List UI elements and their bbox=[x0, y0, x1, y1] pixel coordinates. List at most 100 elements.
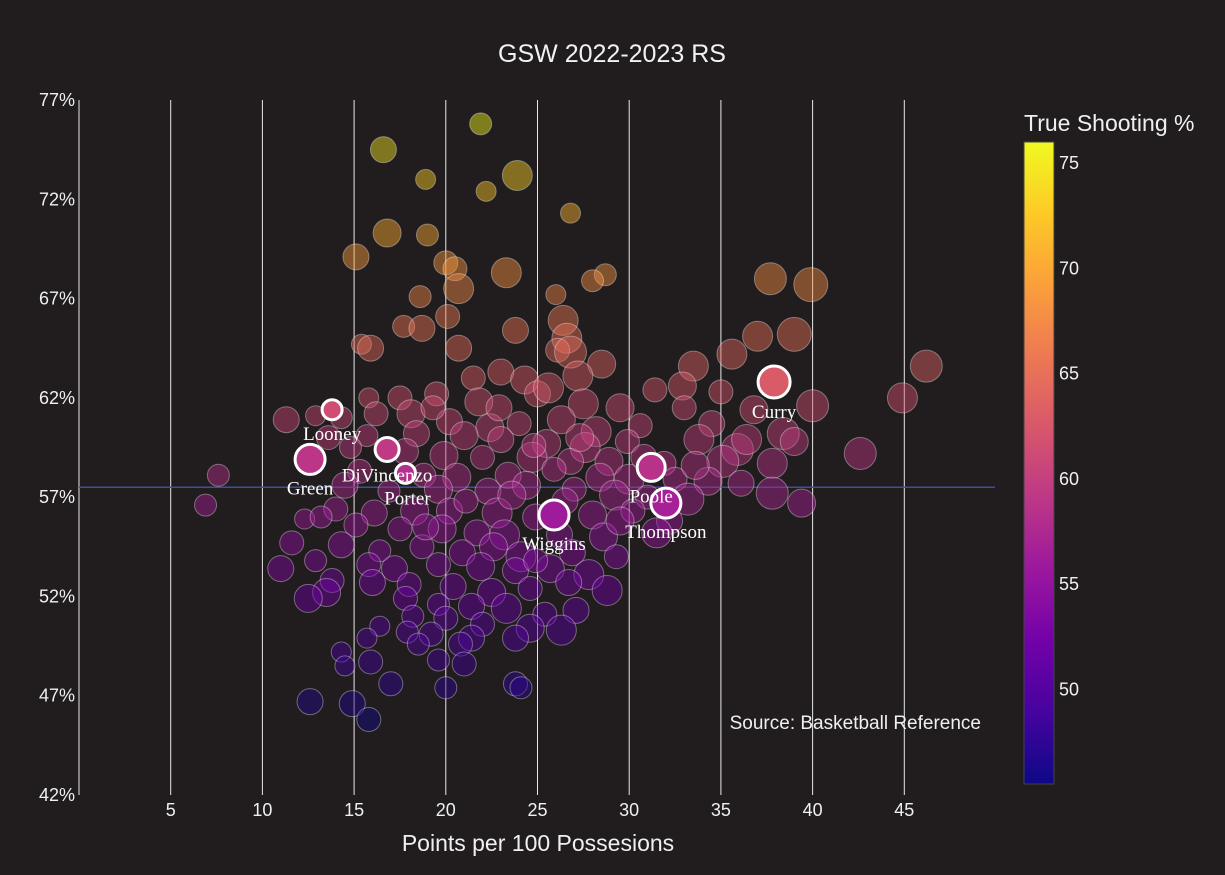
data-point bbox=[565, 423, 595, 453]
player-point bbox=[635, 451, 667, 483]
data-point bbox=[434, 676, 458, 700]
data-point bbox=[605, 393, 635, 423]
data-point bbox=[412, 513, 440, 541]
data-point bbox=[358, 569, 386, 597]
player-label: Green bbox=[287, 478, 334, 499]
data-point bbox=[331, 471, 359, 499]
data-point bbox=[312, 577, 342, 607]
data-point bbox=[591, 574, 623, 606]
data-point bbox=[501, 624, 529, 652]
data-point bbox=[435, 303, 461, 329]
player-label: Wiggins bbox=[522, 534, 586, 555]
player-label: DiVincenzo bbox=[342, 465, 433, 486]
data-point bbox=[677, 350, 709, 382]
data-point bbox=[581, 269, 605, 293]
data-point bbox=[360, 499, 388, 527]
data-point bbox=[487, 426, 515, 454]
data-point bbox=[535, 554, 565, 584]
y-tick-labels: 42% 47% 52% 57% 62% 67% 72% 77% bbox=[39, 90, 75, 805]
data-point bbox=[423, 474, 453, 504]
data-point bbox=[481, 497, 513, 529]
data-point bbox=[620, 498, 646, 524]
data-point bbox=[356, 627, 378, 649]
y-tick-label: 77% bbox=[39, 90, 75, 110]
data-point bbox=[368, 539, 392, 563]
data-point bbox=[445, 334, 473, 362]
data-point bbox=[358, 387, 380, 409]
data-point bbox=[693, 466, 723, 496]
data-point bbox=[372, 218, 402, 248]
data-point bbox=[594, 446, 624, 476]
data-point bbox=[605, 506, 635, 536]
data-point bbox=[706, 444, 740, 478]
data-point bbox=[488, 519, 520, 551]
chart-title: GSW 2022-2023 RS bbox=[498, 40, 726, 68]
data-point bbox=[545, 284, 567, 306]
data-point bbox=[392, 585, 418, 611]
gsw-player-points: Curry Looney DiVincenzo Green Porter Poole Tho… bbox=[287, 364, 797, 555]
data-point bbox=[466, 552, 496, 582]
x-tick-label: 35 bbox=[711, 800, 731, 820]
data-point bbox=[433, 250, 459, 276]
player-point bbox=[756, 364, 792, 400]
data-point bbox=[396, 572, 422, 598]
data-point bbox=[516, 441, 548, 473]
data-point bbox=[698, 410, 726, 438]
data-point bbox=[343, 512, 369, 538]
data-point bbox=[463, 519, 491, 547]
data-point bbox=[593, 263, 617, 287]
data-point bbox=[599, 479, 631, 511]
data-point bbox=[779, 427, 809, 457]
data-point bbox=[603, 544, 629, 570]
data-point bbox=[641, 517, 673, 549]
data-point bbox=[369, 615, 391, 637]
data-point bbox=[569, 432, 601, 463]
y-tick-label: 62% bbox=[39, 388, 75, 408]
data-point bbox=[330, 641, 352, 663]
data-point bbox=[501, 159, 533, 191]
data-point bbox=[464, 387, 494, 417]
x-tick-label: 40 bbox=[803, 800, 823, 820]
data-point bbox=[408, 314, 436, 342]
colorbar bbox=[1023, 141, 1055, 785]
data-point bbox=[309, 505, 333, 529]
data-point bbox=[451, 651, 477, 677]
y-tick-label: 57% bbox=[39, 487, 75, 507]
data-point bbox=[267, 555, 295, 583]
data-point bbox=[727, 469, 755, 497]
player-point bbox=[649, 486, 683, 520]
data-point bbox=[614, 429, 640, 455]
data-point bbox=[415, 168, 437, 190]
data-point bbox=[296, 688, 324, 716]
data-point bbox=[545, 614, 577, 646]
data-point bbox=[561, 476, 587, 502]
data-point bbox=[315, 425, 341, 451]
x-tick-label: 30 bbox=[619, 800, 639, 820]
data-point bbox=[408, 285, 432, 309]
data-point bbox=[753, 262, 787, 296]
data-point bbox=[578, 500, 608, 530]
player-point bbox=[537, 498, 571, 532]
data-point bbox=[509, 676, 533, 700]
player-point bbox=[320, 398, 344, 422]
data-point bbox=[580, 416, 612, 448]
data-point bbox=[587, 349, 617, 379]
colorbar-tick-label: 50 bbox=[1059, 679, 1079, 699]
data-point bbox=[793, 267, 829, 303]
data-point bbox=[642, 377, 668, 403]
data-point bbox=[589, 522, 619, 552]
data-point bbox=[731, 424, 763, 456]
data-point bbox=[194, 493, 218, 517]
data-point bbox=[494, 461, 522, 489]
x-tick-label: 45 bbox=[894, 800, 914, 820]
data-point bbox=[357, 334, 385, 362]
data-point bbox=[392, 314, 416, 338]
data-point bbox=[909, 349, 943, 383]
x-tick-labels: 5 10 15 20 25 30 35 40 45 bbox=[166, 800, 915, 820]
player-point bbox=[393, 461, 417, 485]
x-tick-label: 20 bbox=[436, 800, 456, 820]
data-point bbox=[425, 552, 451, 578]
source-note: Source: Basketball Reference bbox=[730, 713, 981, 734]
data-point bbox=[545, 337, 571, 363]
player-label: Curry bbox=[752, 402, 797, 423]
